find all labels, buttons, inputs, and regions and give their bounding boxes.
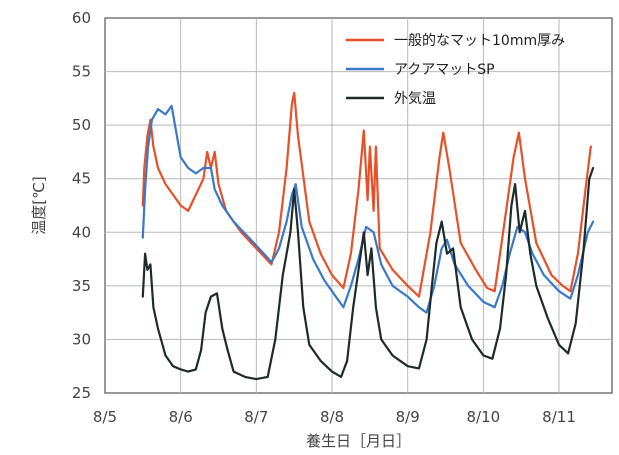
series-line-2 [141, 104, 595, 314]
x-tick-label: 8/5 [93, 408, 117, 426]
y-tick-label: 40 [72, 223, 91, 241]
x-tick-label: 8/6 [169, 408, 193, 426]
x-axis-ticks: 8/5 8/6 8/7 8/8 8/9 8/10 8/11 [93, 408, 576, 426]
series-lines [141, 91, 595, 381]
x-tick-label: 8/7 [244, 408, 268, 426]
y-tick-label: 35 [72, 277, 91, 295]
y-axis-ticks: 25 30 35 40 45 50 55 60 [72, 9, 91, 402]
x-tick-label: 8/10 [467, 408, 501, 426]
y-axis-title: 温度[℃] [30, 176, 48, 235]
legend-label-1: 一般的なマット10mm厚み [394, 33, 565, 49]
series-line-3 [141, 166, 595, 381]
y-tick-label: 60 [72, 9, 91, 27]
x-tick-label: 8/8 [320, 408, 344, 426]
legend-label-3: 外気温 [394, 91, 436, 107]
y-tick-label: 45 [72, 170, 91, 188]
grid-lines [105, 18, 612, 393]
x-axis-title: 養生日［月日］ [306, 432, 411, 450]
y-tick-label: 55 [72, 63, 91, 81]
x-tick-label: 8/11 [542, 408, 576, 426]
y-tick-label: 50 [72, 116, 91, 134]
y-tick-label: 25 [72, 384, 91, 402]
x-tick-label: 8/9 [396, 408, 420, 426]
y-tick-label: 30 [72, 330, 91, 348]
plot-area [104, 17, 613, 394]
legend-label-2: アクアマットSP [394, 62, 495, 78]
series-line-1 [141, 91, 592, 298]
